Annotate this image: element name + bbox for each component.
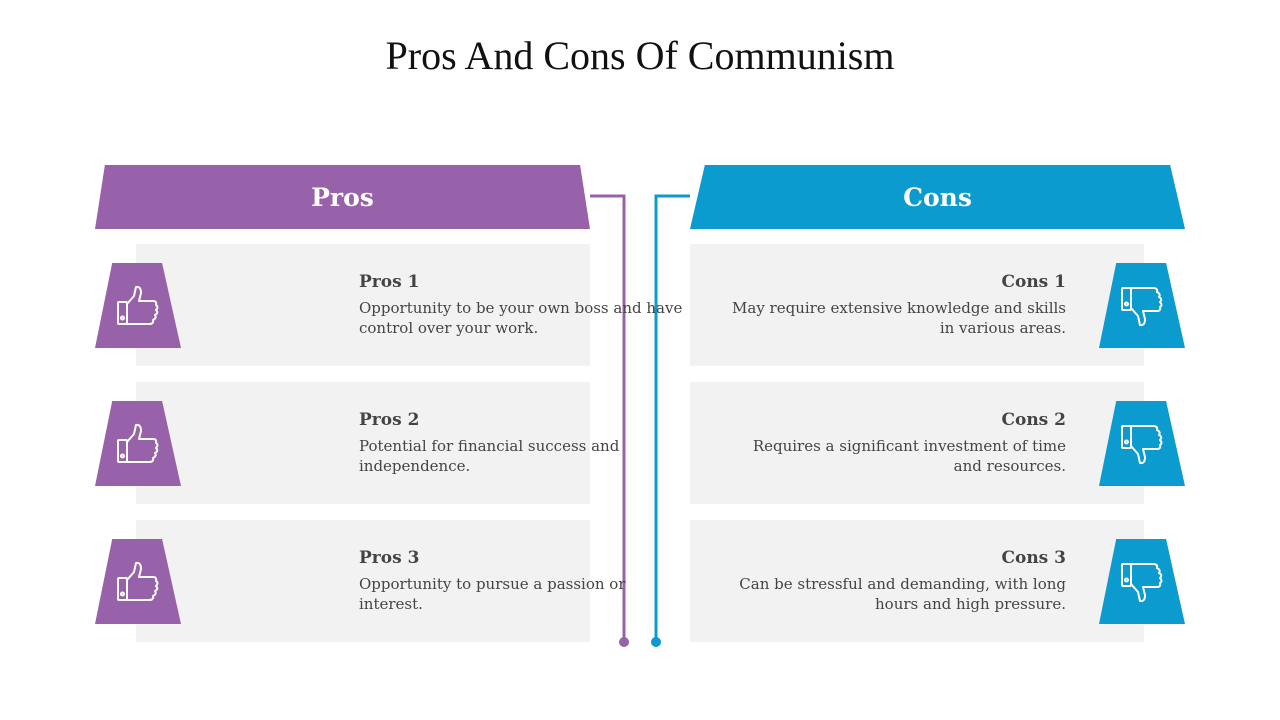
pros-item-text: Potential for financial success and inde…	[359, 437, 620, 475]
pros-item-title: Pros 1	[359, 272, 420, 292]
cons-connector-dot	[651, 637, 661, 647]
cons-card: Cons 1 May require extensive knowledge an…	[690, 244, 1144, 366]
cons-card: Cons 2 Requires a significant investment …	[690, 382, 1144, 504]
cons-item-text: Requires a significant investment of tim…	[752, 437, 1066, 475]
cons-item-title: Cons 2	[1001, 410, 1066, 430]
pros-card: Pros 3 Opportunity to pursue a passion or…	[136, 520, 626, 642]
cons-header: Cons	[690, 165, 1185, 229]
pros-connector-dot	[619, 637, 629, 647]
cons-item-text: May require extensive knowledge and skil…	[732, 299, 1066, 337]
cons-item-title: Cons 1	[1001, 272, 1066, 292]
cons-connector	[654, 194, 690, 642]
pros-header: Pros	[95, 165, 590, 229]
page-title: Pros And Cons Of Communism	[385, 33, 895, 78]
pros-card: Pros 1 Opportunity to be your own boss an…	[136, 244, 682, 366]
cons-item-title: Cons 3	[1001, 548, 1066, 568]
pros-connector	[590, 194, 626, 642]
cons-item-text: Can be stressful and demanding, with lon…	[739, 575, 1066, 613]
cons-card: Cons 3 Can be stressful and demanding, wi…	[690, 520, 1144, 642]
pros-item-text: Opportunity to pursue a passion or inter…	[359, 575, 626, 613]
pros-item-title: Pros 3	[359, 548, 420, 568]
pros-card: Pros 2 Potential for financial success an…	[136, 382, 619, 504]
pros-item-title: Pros 2	[359, 410, 420, 430]
pros-item-text: Opportunity to be your own boss and have…	[359, 299, 683, 337]
